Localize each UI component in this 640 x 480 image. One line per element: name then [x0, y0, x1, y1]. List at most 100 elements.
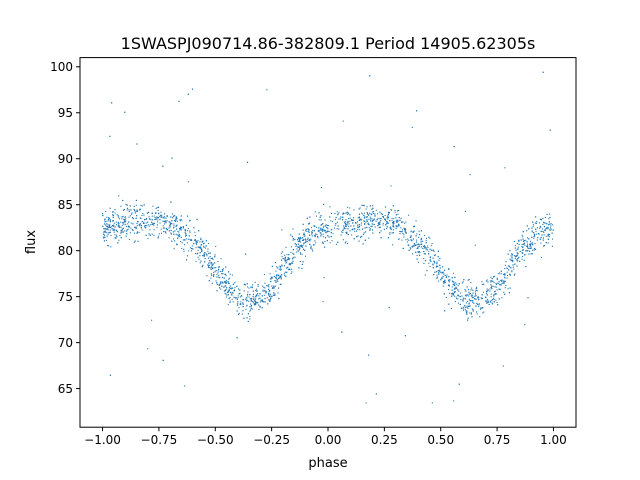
data-point [453, 292, 456, 294]
data-point [303, 233, 305, 235]
data-point [270, 276, 273, 279]
data-point [357, 217, 359, 219]
data-point [259, 306, 261, 308]
data-point [434, 262, 436, 264]
data-point [533, 247, 536, 250]
data-point [111, 228, 113, 230]
data-point [365, 221, 367, 223]
y-tick-label: 100 [50, 60, 73, 74]
data-point [391, 232, 393, 234]
data-point [314, 234, 316, 237]
data-point [507, 265, 510, 267]
data-point [486, 290, 488, 292]
data-point [442, 281, 444, 283]
data-point [284, 257, 286, 260]
data-point [550, 225, 552, 227]
data-point [199, 247, 201, 249]
data-point [133, 209, 135, 211]
data-point [525, 250, 527, 252]
data-point [547, 233, 549, 235]
data-point [395, 214, 397, 216]
data-point [107, 229, 109, 231]
data-point [227, 304, 229, 306]
data-point [217, 261, 219, 263]
data-point [387, 222, 389, 224]
data-point [543, 226, 545, 228]
data-point [504, 273, 506, 275]
data-point [514, 255, 517, 257]
data-point [218, 284, 220, 286]
data-point [446, 274, 448, 276]
data-point [111, 224, 114, 227]
data-point [106, 216, 108, 218]
data-point [392, 244, 394, 246]
data-point [369, 229, 371, 231]
data-point [351, 219, 353, 222]
data-point [123, 223, 125, 225]
data-point [229, 300, 231, 302]
data-point [125, 223, 127, 225]
data-point [210, 277, 212, 279]
data-point [307, 230, 309, 232]
data-point [324, 237, 327, 239]
data-point [330, 229, 332, 231]
data-point [469, 173, 471, 176]
data-point [171, 220, 173, 222]
data-point [128, 221, 130, 223]
data-point [497, 283, 499, 285]
data-point [540, 242, 542, 244]
data-point [452, 294, 454, 296]
data-point [204, 247, 207, 249]
data-point [314, 225, 316, 227]
data-point [392, 224, 394, 226]
data-point [281, 274, 283, 276]
data-point [217, 276, 219, 278]
data-point [134, 226, 136, 228]
data-point [522, 246, 524, 249]
data-point [395, 225, 397, 227]
data-point [207, 250, 209, 252]
data-point [168, 230, 170, 232]
data-point [301, 253, 303, 255]
data-point [189, 230, 191, 232]
data-point [255, 301, 257, 303]
data-point [473, 302, 475, 304]
data-point [175, 219, 177, 221]
data-point [305, 228, 307, 230]
data-point [507, 253, 509, 255]
data-point [122, 209, 124, 211]
x-tick-label: 0.25 [371, 433, 398, 447]
data-point [493, 294, 495, 296]
data-point [323, 225, 325, 227]
data-point [470, 300, 472, 302]
data-point [210, 257, 212, 260]
data-point [347, 212, 350, 214]
data-point [240, 303, 242, 305]
data-point [424, 245, 426, 248]
data-point [250, 307, 252, 309]
data-point [125, 230, 128, 232]
data-point [109, 221, 111, 223]
data-point [270, 297, 272, 299]
data-point [163, 231, 165, 233]
data-point [147, 237, 149, 240]
data-point [384, 218, 387, 220]
data-point [415, 220, 417, 222]
data-point [156, 216, 158, 218]
data-point [522, 255, 524, 258]
data-point [184, 229, 186, 231]
data-point [194, 235, 196, 237]
data-point [365, 402, 367, 404]
data-point [208, 262, 210, 264]
data-point [320, 229, 322, 232]
data-point [198, 247, 200, 249]
data-point [168, 237, 170, 239]
data-point [275, 275, 277, 277]
data-point [224, 281, 226, 283]
data-point [357, 226, 359, 228]
data-point [367, 223, 369, 225]
data-point [362, 233, 365, 235]
data-point [398, 209, 400, 212]
data-point [107, 245, 110, 247]
data-point [369, 216, 371, 218]
